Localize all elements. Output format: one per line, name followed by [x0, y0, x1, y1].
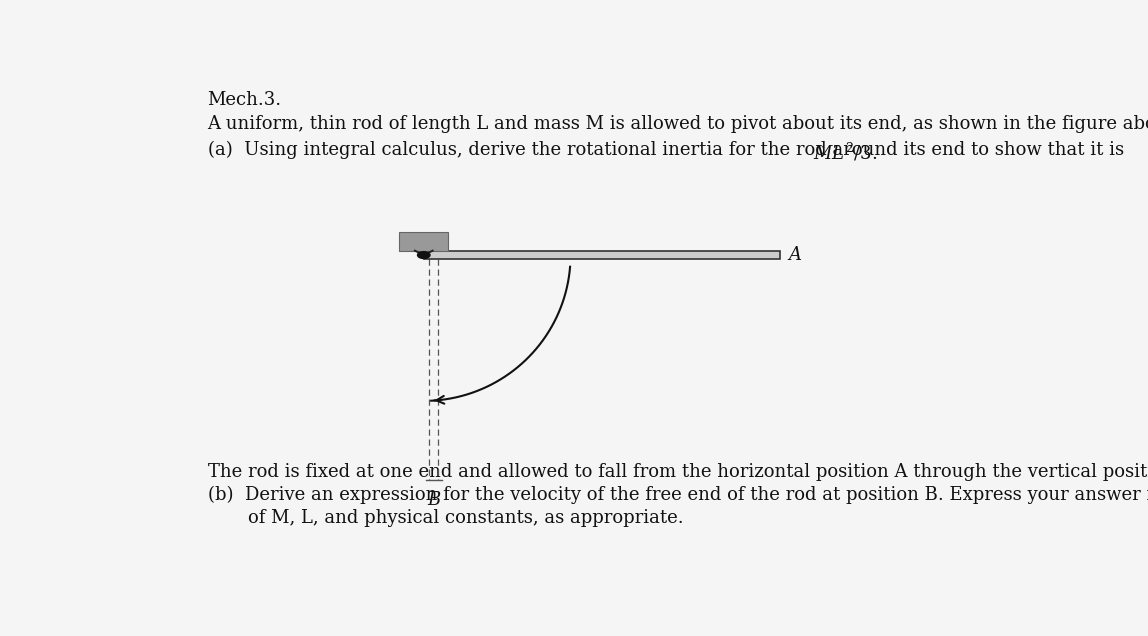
Text: (a)  Using integral calculus, derive the rotational inertia for the rod around i: (a) Using integral calculus, derive the …: [208, 141, 1130, 159]
Text: A: A: [789, 246, 801, 264]
Circle shape: [418, 252, 430, 258]
Text: B: B: [427, 491, 440, 509]
Text: The rod is fixed at one end and allowed to fall from the horizontal position A t: The rod is fixed at one end and allowed …: [208, 463, 1148, 481]
Bar: [424, 251, 779, 259]
Text: (b)  Derive an expression for the velocity of the free end of the rod at positio: (b) Derive an expression for the velocit…: [208, 486, 1148, 504]
Bar: [400, 232, 448, 251]
Text: $ML^2/3$.: $ML^2/3$.: [813, 141, 877, 163]
Text: A uniform, thin rod of length L and mass M is allowed to pivot about its end, as: A uniform, thin rod of length L and mass…: [208, 116, 1148, 134]
Text: of M, L, and physical constants, as appropriate.: of M, L, and physical constants, as appr…: [248, 509, 684, 527]
Text: Mech.3.: Mech.3.: [208, 91, 281, 109]
